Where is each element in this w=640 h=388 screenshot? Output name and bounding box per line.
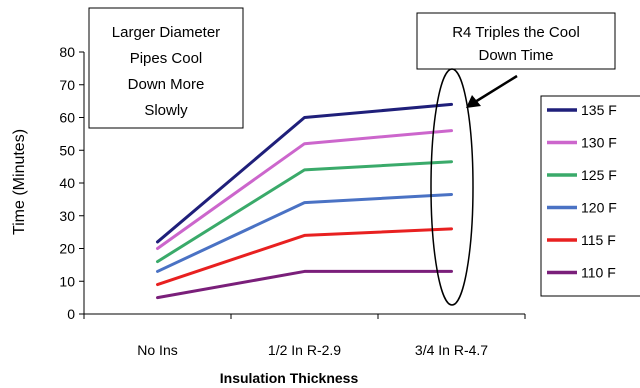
- legend-label: 135 F: [581, 102, 617, 118]
- annotation-diameter-line-4: Slowly: [144, 102, 188, 119]
- legend-label: 120 F: [581, 200, 617, 216]
- axes: 0 10 20 30 40 50 60 70 80 No Ins 1/2 In R-2.9 3/4 I…: [59, 44, 526, 358]
- series-layer: [156, 102, 453, 300]
- annotation-diameter: Larger Diameter Pipes Cool Down More Slo…: [88, 7, 244, 129]
- series-line-110f: [156, 269, 453, 300]
- y-tick-label: 30: [59, 208, 75, 224]
- y-tick-label: 60: [59, 110, 75, 126]
- legend-label: 125 F: [581, 167, 617, 183]
- y-tick-label: 50: [59, 142, 75, 158]
- annotation-r4-line-1: R4 Triples the Cool: [452, 24, 580, 41]
- series-line-135f: [156, 102, 453, 244]
- series-line-125f: [156, 160, 453, 264]
- y-axis-title: Time (Minutes): [11, 129, 28, 235]
- x-tick-label: No Ins: [137, 342, 177, 358]
- x-tick-label: 1/2 In R-2.9: [268, 342, 341, 358]
- annotation-r4-line-2: Down Time: [478, 47, 553, 64]
- annotation-r4: R4 Triples the Cool Down Time: [416, 12, 616, 70]
- series-line-120f: [156, 192, 453, 273]
- y-tick-label: 20: [59, 241, 75, 257]
- y-tick-label: 0: [67, 306, 75, 322]
- arrow-pointer: [466, 74, 518, 108]
- series-line-130f: [156, 129, 453, 250]
- legend-label: 110 F: [581, 265, 616, 281]
- y-tick-label: 70: [59, 77, 75, 93]
- y-tick-label: 10: [59, 273, 75, 289]
- legend-frame: [540, 95, 640, 297]
- legend-label: 130 F: [581, 135, 617, 151]
- annotation-diameter-line-2: Pipes Cool: [130, 50, 203, 67]
- annotation-diameter-line-3: Down More: [128, 76, 205, 93]
- highlight-ellipse: [430, 68, 474, 306]
- legend: 135 F 130 F 125 F 120 F 115 F 110 F: [540, 95, 640, 297]
- annotation-diameter-line-1: Larger Diameter: [112, 24, 220, 41]
- series-line-115f: [156, 227, 453, 287]
- x-axis-title: Insulation Thickness: [220, 370, 359, 386]
- legend-label: 115 F: [581, 232, 616, 248]
- y-tick-label: 40: [59, 175, 75, 191]
- x-tick-label: 3/4 In R-4.7: [415, 342, 488, 358]
- y-tick-label: 80: [59, 44, 75, 60]
